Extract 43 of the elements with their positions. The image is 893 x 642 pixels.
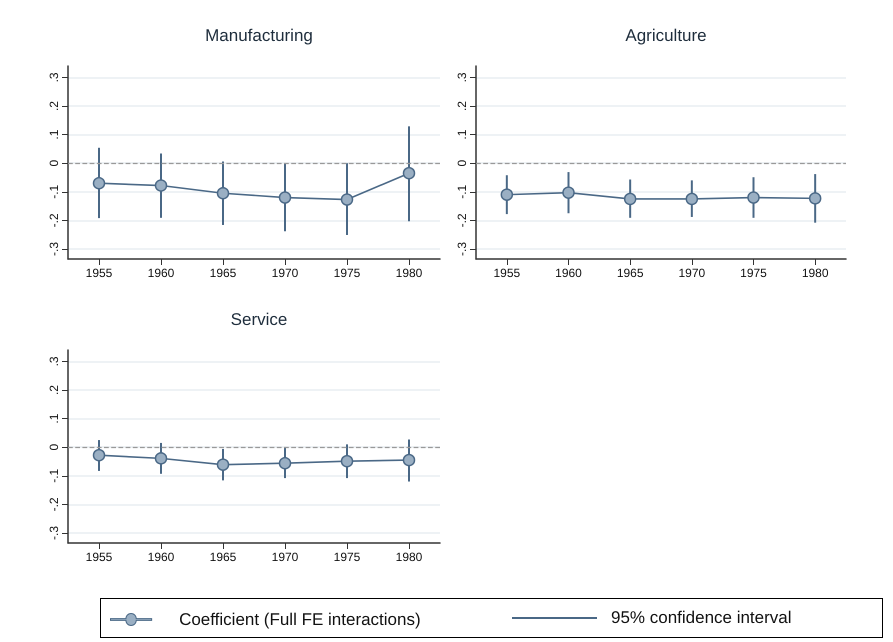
x-tick-label: 1970 bbox=[272, 266, 299, 280]
x-tick-label: 1965 bbox=[210, 266, 237, 280]
y-tick-label: 0 bbox=[47, 160, 61, 167]
y-tick-label: 0 bbox=[455, 160, 469, 167]
y-tick-label: .2 bbox=[47, 100, 61, 112]
x-tick-label: 1965 bbox=[616, 266, 644, 280]
y-tick-label: -.1 bbox=[47, 184, 61, 199]
x-tick-label: 1955 bbox=[86, 550, 113, 564]
x-tick-label: 1960 bbox=[148, 550, 175, 564]
y-tick-label: -.2 bbox=[47, 213, 61, 228]
x-tick-label: 1970 bbox=[272, 550, 299, 564]
x-tick-label: 1955 bbox=[493, 266, 521, 280]
y-tick-label: .1 bbox=[47, 129, 61, 140]
x-tick-label: 1975 bbox=[334, 266, 361, 280]
x-tick-label: 1975 bbox=[334, 550, 361, 564]
y-tick-label: -.3 bbox=[47, 526, 61, 540]
chart-title: Service bbox=[230, 310, 288, 329]
x-tick-label: 1975 bbox=[740, 266, 768, 280]
y-tick-label: -.3 bbox=[47, 242, 61, 256]
x-tick-label: 1960 bbox=[148, 266, 175, 280]
y-tick-label: -.2 bbox=[47, 497, 61, 512]
y-tick-label: .3 bbox=[47, 356, 61, 366]
x-tick-label: 1965 bbox=[210, 550, 237, 564]
legend-label: Coefficient (Full FE interactions) bbox=[179, 610, 421, 629]
y-tick-label: -.1 bbox=[47, 468, 61, 483]
y-tick-label: .3 bbox=[455, 72, 469, 82]
chart-title: Agriculture bbox=[625, 26, 707, 45]
y-tick-label: 0 bbox=[47, 444, 61, 451]
y-tick-label: -.1 bbox=[455, 184, 469, 199]
chart-title: Manufacturing bbox=[205, 26, 313, 45]
x-tick-label: 1960 bbox=[555, 266, 582, 280]
x-tick-label: 1955 bbox=[86, 266, 113, 280]
x-tick-label: 1980 bbox=[396, 550, 423, 564]
x-tick-label: 1980 bbox=[802, 266, 829, 280]
y-tick-label: .2 bbox=[455, 100, 469, 112]
x-tick-label: 1970 bbox=[678, 266, 706, 280]
y-tick-label: .1 bbox=[47, 413, 61, 424]
y-tick-label: .1 bbox=[455, 129, 469, 140]
y-tick-label: .3 bbox=[47, 72, 61, 82]
y-tick-label: -.3 bbox=[455, 242, 469, 256]
y-tick-label: .2 bbox=[47, 384, 61, 396]
y-tick-label: -.2 bbox=[455, 213, 469, 228]
x-tick-label: 1980 bbox=[396, 266, 423, 280]
